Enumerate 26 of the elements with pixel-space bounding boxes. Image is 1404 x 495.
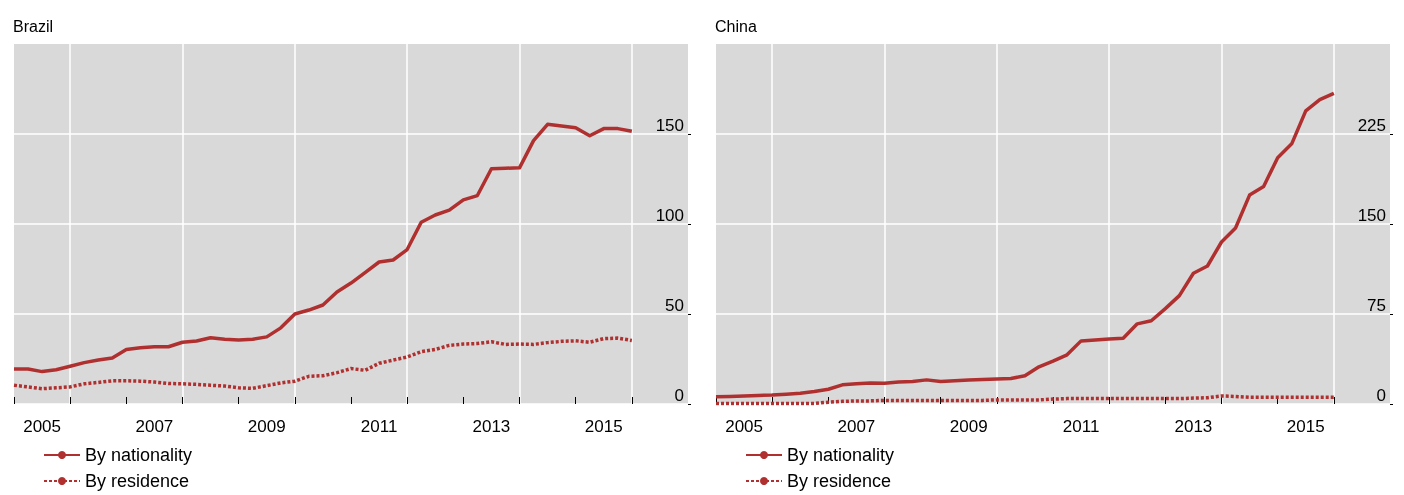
- x-tick-label: 2011: [1062, 417, 1100, 436]
- legend-label: By residence: [85, 471, 190, 491]
- x-tick-label: 2009: [247, 417, 286, 436]
- y-tick-label: 225: [1357, 116, 1386, 135]
- x-tick-label: 2015: [1286, 417, 1325, 436]
- legend-label: By nationality: [787, 445, 895, 465]
- y-tick-label: 150: [655, 116, 684, 135]
- legend-label: By residence: [787, 471, 892, 491]
- chart-title: Brazil: [13, 17, 54, 35]
- x-tick-label: 2009: [949, 417, 988, 436]
- chart-title: China: [715, 17, 757, 35]
- x-tick-label: 2015: [584, 417, 623, 436]
- x-tick-label: 2013: [1174, 417, 1213, 436]
- y-tick-label: 100: [655, 206, 684, 225]
- x-tick-label: 2005: [23, 417, 61, 436]
- x-tick-label: 2011: [360, 417, 398, 436]
- y-tick-label: 0: [1376, 386, 1386, 405]
- x-tick-label: 2005: [725, 417, 763, 436]
- y-tick-label: 50: [665, 296, 684, 315]
- x-tick-label: 2007: [135, 417, 174, 436]
- y-tick-label: 75: [1367, 296, 1386, 315]
- x-tick-label: 2007: [837, 417, 876, 436]
- y-tick-label: 150: [1357, 206, 1386, 225]
- x-tick-label: 2013: [472, 417, 511, 436]
- legend-label: By nationality: [85, 445, 193, 465]
- y-tick-label: 0: [674, 386, 684, 405]
